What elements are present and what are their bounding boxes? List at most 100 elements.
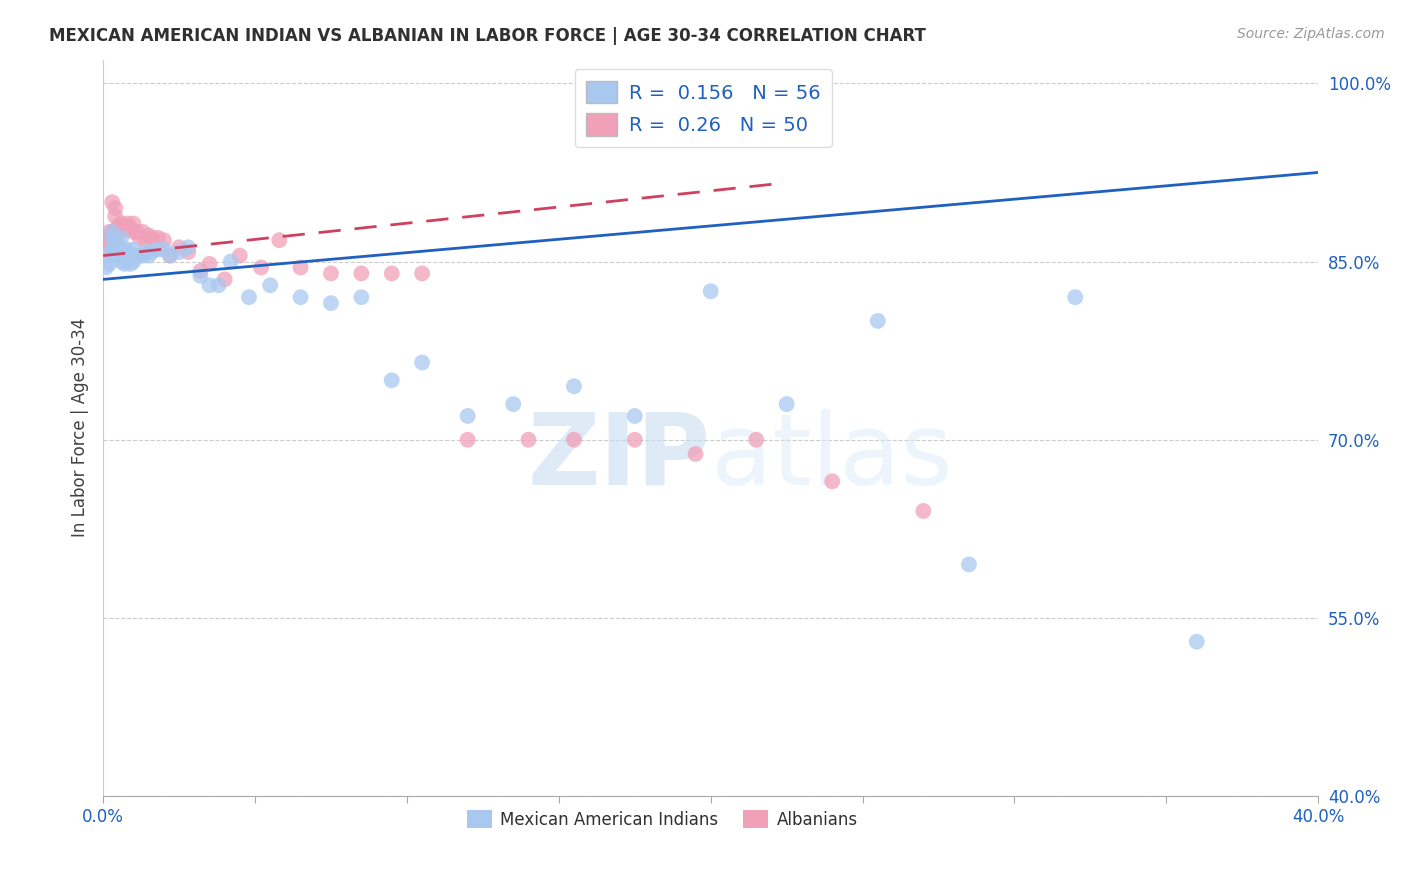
Point <box>135 233 157 247</box>
Point <box>96 249 118 263</box>
Point <box>381 373 404 387</box>
Point <box>101 225 124 239</box>
Point <box>167 240 190 254</box>
Point <box>457 409 479 423</box>
Point <box>1064 290 1087 304</box>
Point <box>128 231 150 245</box>
Point <box>146 231 169 245</box>
Point <box>110 254 132 268</box>
Point <box>110 225 132 239</box>
Point <box>214 272 236 286</box>
Point <box>98 257 121 271</box>
Point <box>117 243 139 257</box>
Point <box>866 314 889 328</box>
Point <box>107 243 129 257</box>
Point <box>96 260 118 275</box>
Point <box>122 225 145 239</box>
Point <box>138 249 160 263</box>
Point <box>207 278 229 293</box>
Point <box>198 278 221 293</box>
Point <box>107 221 129 235</box>
Point <box>517 433 540 447</box>
Point <box>290 260 312 275</box>
Y-axis label: In Labor Force | Age 30-34: In Labor Force | Age 30-34 <box>72 318 89 538</box>
Point <box>101 225 124 239</box>
Point <box>101 243 124 257</box>
Point <box>290 290 312 304</box>
Text: MEXICAN AMERICAN INDIAN VS ALBANIAN IN LABOR FORCE | AGE 30-34 CORRELATION CHART: MEXICAN AMERICAN INDIAN VS ALBANIAN IN L… <box>49 27 927 45</box>
Text: Source: ZipAtlas.com: Source: ZipAtlas.com <box>1237 27 1385 41</box>
Point <box>110 249 132 263</box>
Point <box>141 231 163 245</box>
Point <box>350 267 373 281</box>
Point <box>146 243 169 257</box>
Point <box>188 264 211 278</box>
Point <box>269 233 291 247</box>
Point <box>104 245 127 260</box>
Point <box>107 236 129 251</box>
Point <box>350 290 373 304</box>
Point <box>101 231 124 245</box>
Point <box>957 558 980 572</box>
Point <box>107 249 129 263</box>
Point <box>110 217 132 231</box>
Legend: Mexican American Indians, Albanians: Mexican American Indians, Albanians <box>460 804 865 836</box>
Point <box>135 245 157 260</box>
Point <box>502 397 524 411</box>
Point <box>775 397 797 411</box>
Point <box>159 249 181 263</box>
Point <box>107 219 129 233</box>
Point <box>141 245 163 260</box>
Point <box>110 231 132 245</box>
Point <box>98 249 121 263</box>
Point <box>1185 634 1208 648</box>
Point <box>96 231 118 245</box>
Point <box>153 243 176 257</box>
Point <box>685 447 707 461</box>
Point <box>125 225 148 239</box>
Point <box>167 245 190 260</box>
Point <box>457 433 479 447</box>
Point <box>562 379 585 393</box>
Point <box>381 267 404 281</box>
Point <box>120 257 142 271</box>
Point <box>259 278 281 293</box>
Point <box>411 267 433 281</box>
Point <box>101 195 124 210</box>
Point <box>120 221 142 235</box>
Point <box>112 221 135 235</box>
Point <box>122 217 145 231</box>
Point <box>138 228 160 243</box>
Point <box>319 267 342 281</box>
Point <box>104 201 127 215</box>
Point <box>112 219 135 233</box>
Point <box>104 240 127 254</box>
Point <box>623 409 645 423</box>
Text: atlas: atlas <box>710 409 952 506</box>
Point <box>238 290 260 304</box>
Point <box>177 240 200 254</box>
Point <box>117 252 139 267</box>
Point <box>131 249 153 263</box>
Point <box>104 210 127 224</box>
Point <box>188 268 211 283</box>
Point <box>125 249 148 263</box>
Point <box>122 254 145 268</box>
Point <box>128 249 150 263</box>
Point <box>153 233 176 247</box>
Point <box>120 249 142 263</box>
Point <box>912 504 935 518</box>
Point <box>229 249 252 263</box>
Point <box>219 254 242 268</box>
Point <box>821 475 844 489</box>
Point <box>177 245 200 260</box>
Point <box>104 233 127 247</box>
Point <box>96 236 118 251</box>
Point <box>98 225 121 239</box>
Point <box>411 355 433 369</box>
Point <box>562 433 585 447</box>
Point <box>117 217 139 231</box>
Point <box>104 231 127 245</box>
Point <box>623 433 645 447</box>
Point <box>699 284 721 298</box>
